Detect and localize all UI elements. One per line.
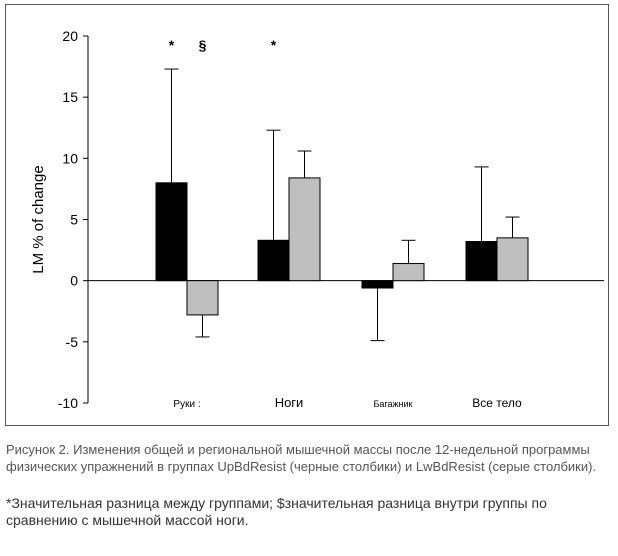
y-tick-label: -5: [66, 334, 79, 350]
y-axis-title: LM % of change: [30, 165, 47, 273]
y-tick-label: 5: [70, 212, 78, 228]
category-label: Все тело: [472, 396, 522, 410]
bar-lwbdresist-0: [186, 280, 219, 316]
bar-upbdresist-1: [257, 239, 290, 282]
y-tick-label: 15: [62, 89, 78, 105]
bar-upbdresist-0: [155, 182, 188, 282]
category-label: Руки :: [173, 399, 200, 410]
chart-frame: -10 -5 0 5 10 15 20 LM % of change Руки : Ноги Баг…: [5, 4, 609, 426]
y-tick-label: 20: [62, 28, 78, 44]
y-tick-label: -10: [58, 395, 78, 411]
figure-caption: Рисунок 2. Изменения общей и регионально…: [6, 442, 597, 474]
category-label: Ноги: [275, 395, 304, 410]
bar-chart: -10 -5 0 5 10 15 20 LM % of change Руки : Ноги Баг…: [30, 28, 604, 411]
category-label: Багажник: [374, 399, 413, 409]
significance-marker: *: [169, 37, 175, 53]
bar-upbdresist-2: [361, 280, 394, 289]
bar-lwbdresist-1: [288, 177, 321, 282]
significance-marker: §: [199, 37, 207, 53]
bar-lwbdresist-2: [392, 263, 425, 282]
significance-marker: *: [271, 37, 277, 53]
y-tick-label: 0: [70, 273, 78, 289]
significance-note: *Значительная разница между группами; $з…: [6, 495, 547, 528]
bar-lwbdresist-3: [496, 237, 529, 282]
bar-upbdresist-3: [465, 241, 498, 282]
y-tick-label: 10: [62, 150, 78, 166]
